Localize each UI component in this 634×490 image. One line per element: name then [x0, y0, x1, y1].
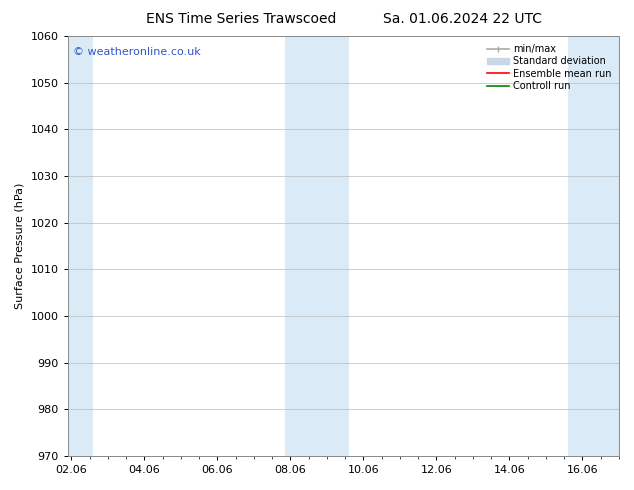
Legend: min/max, Standard deviation, Ensemble mean run, Controll run: min/max, Standard deviation, Ensemble me…	[484, 41, 614, 94]
Text: ENS Time Series Trawscoed: ENS Time Series Trawscoed	[146, 12, 336, 26]
Bar	[285, 36, 349, 456]
Bar	[68, 36, 93, 456]
Text: Sa. 01.06.2024 22 UTC: Sa. 01.06.2024 22 UTC	[384, 12, 542, 26]
Y-axis label: Surface Pressure (hPa): Surface Pressure (hPa)	[15, 183, 25, 309]
Bar	[568, 36, 619, 456]
Text: © weatheronline.co.uk: © weatheronline.co.uk	[73, 47, 201, 57]
